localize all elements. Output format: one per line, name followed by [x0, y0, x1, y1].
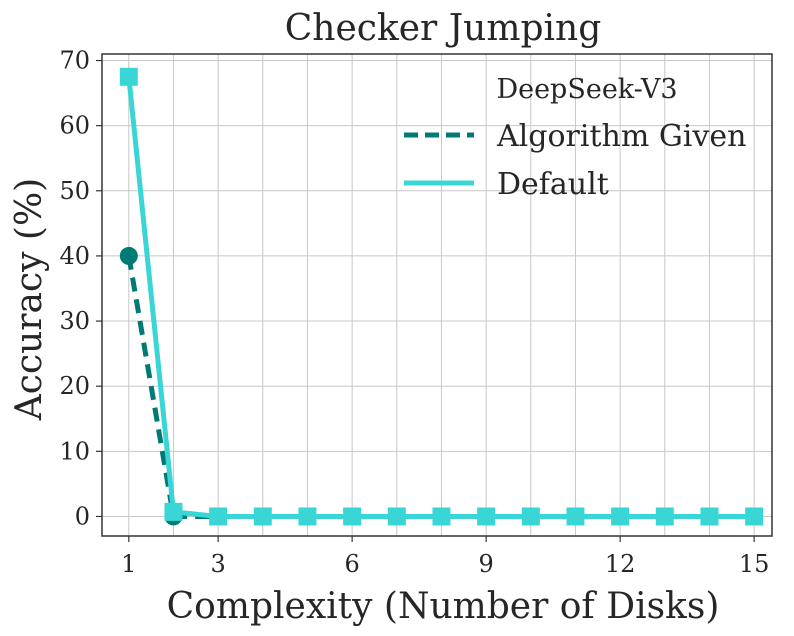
legend-title: DeepSeek-V3 — [496, 74, 677, 105]
y-tick-label: 30 — [59, 307, 90, 335]
point-default — [343, 507, 362, 526]
point-default — [566, 507, 585, 526]
y-tick-label: 50 — [59, 177, 90, 205]
point-default — [700, 507, 719, 526]
x-tick-label: 1 — [121, 550, 136, 578]
point-default — [521, 507, 540, 526]
point-default — [209, 507, 228, 526]
y-tick-label: 70 — [59, 47, 90, 75]
series-layer — [119, 67, 764, 526]
point-default — [477, 507, 496, 526]
x-axis-ticks: 1 3 6 9 12 15 — [121, 536, 769, 578]
chart-title: Checker Jumping — [285, 8, 602, 49]
point-default — [611, 507, 630, 526]
point-default — [655, 507, 674, 526]
y-axis-ticks: 0 10 20 30 40 50 60 70 — [59, 47, 102, 530]
legend-entry-algorithm-given: Algorithm Given — [404, 119, 746, 154]
legend-label-default: Default — [497, 167, 609, 202]
y-tick-label: 40 — [59, 242, 90, 270]
point-default — [387, 507, 406, 526]
point-default — [432, 507, 451, 526]
legend: DeepSeek-V3 Algorithm Given Default — [404, 74, 746, 202]
x-tick-label: 12 — [605, 550, 636, 578]
grid — [102, 54, 772, 536]
y-axis-label: Accuracy (%) — [9, 178, 50, 421]
point-algorithm-given — [119, 246, 138, 265]
point-default — [745, 507, 764, 526]
y-tick-label: 60 — [59, 112, 90, 140]
y-tick-label: 20 — [59, 372, 90, 400]
legend-entry-default: Default — [404, 167, 609, 202]
x-axis-label: Complexity (Number of Disks) — [167, 586, 720, 627]
y-tick-label: 0 — [75, 502, 90, 530]
series-default — [119, 67, 764, 526]
x-tick-label: 15 — [739, 550, 770, 578]
x-tick-label: 3 — [210, 550, 225, 578]
point-default — [164, 502, 183, 521]
legend-label-algorithm-given: Algorithm Given — [496, 119, 746, 154]
point-default — [253, 507, 272, 526]
point-default — [119, 67, 138, 86]
y-tick-label: 10 — [59, 437, 90, 465]
point-default — [298, 507, 317, 526]
x-tick-label: 6 — [344, 550, 359, 578]
x-tick-label: 9 — [478, 550, 493, 578]
plot-frame — [101, 53, 773, 537]
